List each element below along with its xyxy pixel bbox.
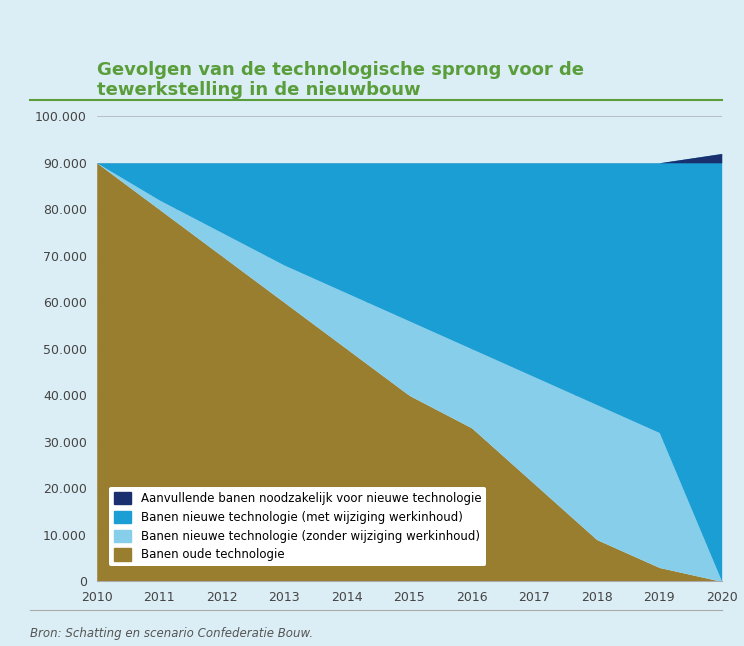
Legend: Aanvullende banen noodzakelijk voor nieuwe technologie, Banen nieuwe technologie: Aanvullende banen noodzakelijk voor nieu…: [109, 487, 486, 566]
Text: Bron: Schatting en scenario Confederatie Bouw.: Bron: Schatting en scenario Confederatie…: [30, 627, 313, 640]
Text: Gevolgen van de technologische sprong voor de
tewerkstelling in de nieuwbouw: Gevolgen van de technologische sprong vo…: [97, 61, 584, 99]
